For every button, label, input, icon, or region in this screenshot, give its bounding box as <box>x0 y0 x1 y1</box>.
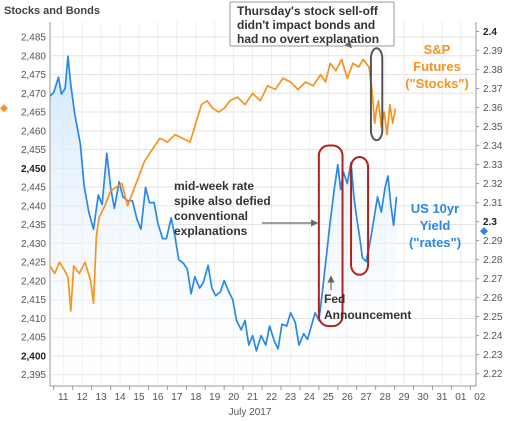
legend-sp-line: S&P <box>424 42 451 57</box>
annotation-midweek-text-line: explanations <box>174 224 248 238</box>
x-tick-label: 11 <box>58 392 69 403</box>
annotation-thursday-box <box>229 1 395 47</box>
legend-sp-line: Futures <box>413 59 461 74</box>
left-tick-label: 2,410 <box>21 314 46 325</box>
right-tick-label: 2.28 <box>483 255 503 266</box>
left-tick-label: 2,440 <box>21 201 46 212</box>
highlight-thursday-selloff <box>369 47 384 142</box>
right-tick-label: 2.25 <box>483 312 503 323</box>
legend-us10yr-yield: US 10yr Yield ("rates") <box>409 201 461 250</box>
x-tick-label: 29 <box>398 392 410 403</box>
right-tick-label: 2.4 <box>483 27 497 38</box>
annotation-thursday-text-line: Thursday's stock sell-off <box>237 4 379 18</box>
x-tick-label: 22 <box>266 392 278 403</box>
right-tick-label: 2.36 <box>483 103 503 114</box>
right-tick-label: 2.34 <box>483 141 503 152</box>
right-tick-label: 2.35 <box>483 122 503 133</box>
left-tick-label: 2,430 <box>21 239 46 250</box>
left-tick-label: 2,400 <box>21 351 46 362</box>
left-tick-label: 2,395 <box>21 370 46 381</box>
right-tick-label: 2.24 <box>483 331 503 342</box>
x-tick-label: 21 <box>247 392 259 403</box>
right-tick-label: 2.22 <box>483 369 503 380</box>
right-tick-label: 2.3 <box>483 217 497 228</box>
right-tick-label: 2.29 <box>483 236 503 247</box>
x-tick-label: 01 <box>455 392 467 403</box>
annotation-midweek-text-line: mid-week rate <box>174 179 254 193</box>
x-axis-label: July 2017 <box>229 407 272 418</box>
legend-sp-line: ("Stocks") <box>405 76 469 91</box>
legend-yield-line: US 10yr <box>411 201 459 216</box>
annotation-fed-text: Fed Announcement <box>324 292 411 322</box>
left-tick-label: 2,435 <box>21 220 46 231</box>
left-tick-label: 2,425 <box>21 258 46 269</box>
right-tick-label: 2.23 <box>483 350 503 361</box>
right-tick-label: 2.26 <box>483 293 503 304</box>
x-tick-label: 28 <box>380 392 392 403</box>
legend-sp-futures: S&P Futures ("Stocks") <box>405 42 469 91</box>
x-tick-label: 25 <box>323 392 335 403</box>
left-tick-label: 2,460 <box>21 126 46 137</box>
x-tick-label: 18 <box>190 392 202 403</box>
left-tick-label: 2,485 <box>21 33 46 44</box>
x-tick-label: 02 <box>474 392 486 403</box>
left-tick-label: 2,415 <box>21 295 46 306</box>
annotation-thursday-text-line: didn't impact bonds and <box>237 18 375 32</box>
x-tick-label: 16 <box>152 392 164 403</box>
legend-yield-line: Yield <box>420 218 451 233</box>
x-tick-label: 17 <box>171 392 183 403</box>
annotation-midweek-text-line: spike also defied <box>174 194 271 208</box>
x-tick-label: 30 <box>417 392 429 403</box>
series-line-sp-futures <box>49 58 397 312</box>
yield-area-fill <box>50 56 397 386</box>
series-line-us10yr-yield <box>49 55 398 352</box>
annotation-fed-text-line: Announcement <box>324 308 411 322</box>
annotation-fed-text-line: Fed <box>324 292 345 306</box>
highlight-fed-announcement <box>350 155 370 276</box>
right-tick-label: 2.27 <box>483 274 503 285</box>
right-tick-label: 2.31 <box>483 198 503 209</box>
sp-current-marker <box>0 104 8 113</box>
highlight-midweek-spike <box>317 144 344 328</box>
x-tick-label: 31 <box>436 392 448 403</box>
x-tick-label: 12 <box>77 392 89 403</box>
yield-current-marker <box>480 227 488 236</box>
x-tick-label: 19 <box>209 392 221 403</box>
x-tick-label: 24 <box>304 392 316 403</box>
right-tick-label: 2.33 <box>483 160 503 171</box>
left-tick-label: 2,445 <box>21 183 46 194</box>
annotation-thursday-text-line: had no overt explanation <box>237 32 379 46</box>
right-tick-label: 2.32 <box>483 179 503 190</box>
x-tick-label: 14 <box>114 392 126 403</box>
right-tick-label: 2.39 <box>483 46 503 57</box>
left-tick-label: 2,455 <box>21 145 46 156</box>
annotation-thursday-arrow <box>344 40 352 49</box>
chart-title: Stocks and Bonds <box>4 5 100 17</box>
x-tick-label: 23 <box>285 392 297 403</box>
left-tick-label: 2,420 <box>21 276 46 287</box>
x-tick-label: 15 <box>133 392 145 403</box>
x-tick-label: 13 <box>96 392 108 403</box>
left-tick-label: 2,450 <box>21 164 46 175</box>
x-tick-label: 20 <box>228 392 240 403</box>
annotation-midweek-text-line: conventional <box>174 209 248 223</box>
right-tick-label: 2.37 <box>483 84 503 95</box>
legend-yield-line: ("rates") <box>409 235 461 250</box>
annotation-thursday-text: Thursday's stock sell-off didn't impact b… <box>237 4 379 46</box>
left-tick-label: 2,465 <box>21 108 46 119</box>
x-tick-label: 27 <box>361 392 373 403</box>
left-tick-label: 2,470 <box>21 89 46 100</box>
left-tick-label: 2,480 <box>21 51 46 62</box>
left-tick-label: 2,475 <box>21 70 46 81</box>
x-tick-label: 26 <box>342 392 354 403</box>
left-tick-label: 2,405 <box>21 333 46 344</box>
annotation-midweek-text: mid-week rate spike also defied convention… <box>174 179 271 238</box>
right-tick-label: 2.38 <box>483 65 503 76</box>
